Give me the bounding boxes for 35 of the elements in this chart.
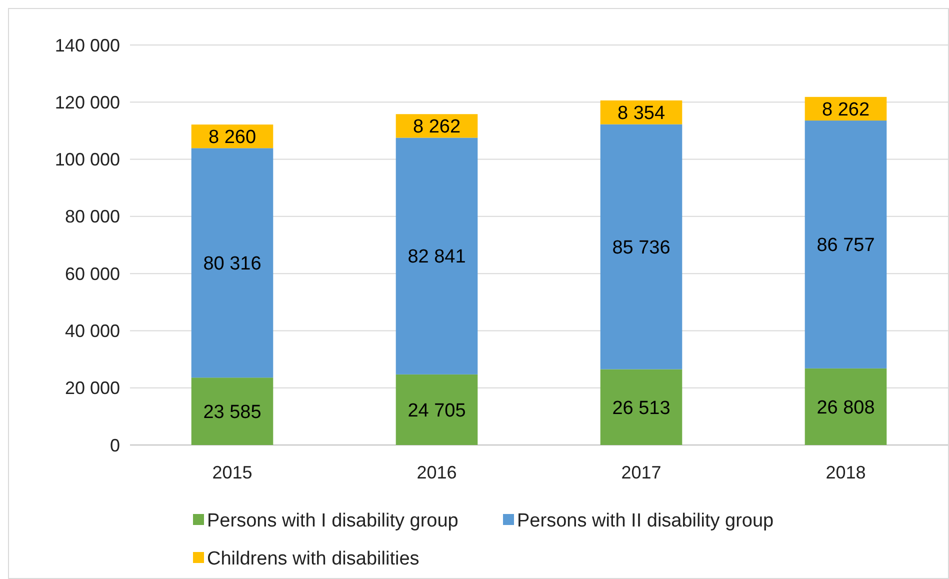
y-tick-label: 100 000: [54, 150, 120, 170]
x-tick-label: 2015: [212, 462, 252, 482]
data-label: 8 354: [617, 103, 666, 124]
y-tick-label: 60 000: [64, 264, 120, 284]
y-tick-label: 120 000: [54, 92, 120, 112]
data-label: 82 841: [408, 246, 466, 268]
bar: [804, 368, 887, 445]
x-tick-label: 2018: [826, 462, 866, 482]
data-label: 80 316: [203, 254, 262, 275]
x-tick-label: 2016: [416, 462, 457, 482]
bar: [600, 124, 682, 370]
bar: [191, 378, 274, 445]
legend-label: Childrens with disabilities: [207, 548, 420, 570]
data-label: 26 808: [816, 397, 875, 418]
data-label: 24 705: [408, 400, 466, 422]
legend-label: Persons with I disability group: [207, 510, 458, 532]
x-tick-label: 2017: [621, 462, 662, 482]
legend-label: Persons with II disability group: [517, 510, 774, 532]
y-tick-label: 20 000: [64, 378, 120, 398]
y-tick-label: 140 000: [54, 35, 120, 56]
data-label: 8 262: [412, 116, 461, 138]
data-label: 23 585: [203, 402, 262, 423]
bar: [600, 369, 682, 445]
data-label: 8 262: [822, 99, 870, 120]
y-tick-label: 0: [110, 435, 120, 456]
y-tick-label: 80 000: [64, 206, 120, 227]
data-label: 85 736: [612, 237, 670, 258]
data-label: 8 260: [208, 126, 256, 148]
data-label: 86 757: [816, 235, 875, 256]
bar: [804, 120, 887, 368]
bar: [396, 138, 478, 374]
bar: [191, 148, 274, 378]
bar: [396, 374, 478, 445]
data-label: 26 513: [612, 398, 670, 419]
y-tick-label: 40 000: [64, 321, 120, 342]
